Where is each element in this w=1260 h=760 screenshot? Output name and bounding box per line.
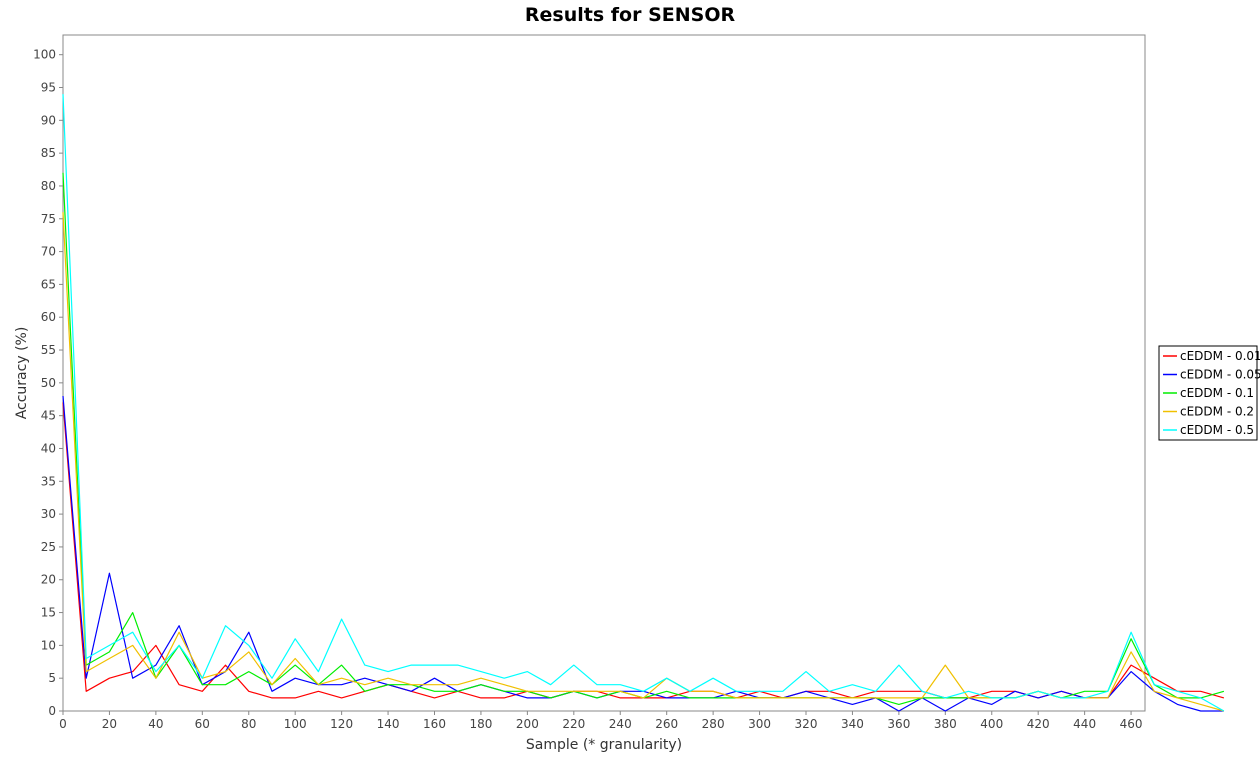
- legend-label: cEDDM - 0.01: [1180, 349, 1260, 363]
- legend-label: cEDDM - 0.1: [1180, 386, 1254, 400]
- x-tick-label: 120: [330, 717, 353, 731]
- chart-title: Results for SENSOR: [525, 4, 736, 26]
- x-tick-label: 320: [795, 717, 818, 731]
- plot-area: [62, 34, 1146, 712]
- legend: cEDDM - 0.01 cEDDM - 0.05 cEDDM - 0.1 cEDDM…: [1158, 345, 1260, 441]
- x-tick-label: 300: [748, 717, 771, 731]
- y-tick-label: 90: [41, 113, 56, 127]
- legend-label: cEDDM - 0.05: [1180, 368, 1260, 382]
- y-tick-label: 80: [41, 179, 56, 193]
- x-tick-label: 260: [655, 717, 678, 731]
- y-tick-label: 70: [41, 245, 56, 259]
- y-tick-label: 50: [41, 376, 56, 390]
- x-tick-label: 240: [609, 717, 632, 731]
- x-tick-label: 380: [934, 717, 957, 731]
- x-tick-label: 60: [195, 717, 210, 731]
- y-tick-label: 15: [41, 606, 56, 620]
- y-tick-label: 95: [41, 81, 56, 95]
- y-tick-label: 60: [41, 310, 56, 324]
- x-tick-label: 0: [59, 717, 67, 731]
- x-tick-label: 100: [284, 717, 307, 731]
- x-tick-label: 80: [241, 717, 256, 731]
- x-tick-label: 280: [702, 717, 725, 731]
- y-tick-label: 0: [48, 704, 56, 718]
- y-tick-label: 85: [41, 146, 56, 160]
- x-tick-label: 340: [841, 717, 864, 731]
- series-group: [62, 94, 1225, 712]
- y-tick-label: 75: [41, 212, 56, 226]
- y-tick-label: 35: [41, 474, 56, 488]
- y-tick-label: 65: [41, 277, 56, 291]
- x-tick-label: 140: [377, 717, 400, 731]
- legend-label: cEDDM - 0.2: [1180, 405, 1254, 419]
- x-tick-label: 180: [469, 717, 492, 731]
- x-tick-label: 200: [516, 717, 539, 731]
- y-tick-label: 30: [41, 507, 56, 521]
- series-line-4: [62, 94, 1225, 712]
- x-tick-label: 400: [980, 717, 1003, 731]
- legend-label: cEDDM - 0.5: [1180, 423, 1254, 437]
- y-tick-label: 40: [41, 441, 56, 455]
- y-tick-label: 55: [41, 343, 56, 357]
- x-axis: 0 20 40 60 80 100 120 140 160 180 200 220 240 260 280 3…: [59, 711, 1143, 731]
- y-tick-label: 10: [41, 638, 56, 652]
- x-tick-label: 20: [102, 717, 117, 731]
- y-tick-label: 100: [33, 48, 56, 62]
- y-tick-label: 5: [48, 671, 56, 685]
- y-axis: 0 5 10 15 20 25 30 35 40 45 50 55 60 65 70 75 80 85 90 95 10…: [33, 48, 63, 718]
- x-tick-label: 220: [562, 717, 585, 731]
- y-tick-label: 25: [41, 540, 56, 554]
- y-axis-label: Accuracy (%): [14, 327, 30, 420]
- x-tick-label: 160: [423, 717, 446, 731]
- x-tick-label: 40: [148, 717, 163, 731]
- x-tick-label: 460: [1120, 717, 1143, 731]
- x-tick-label: 360: [887, 717, 910, 731]
- x-tick-label: 420: [1027, 717, 1050, 731]
- x-tick-label: 440: [1073, 717, 1096, 731]
- y-tick-label: 45: [41, 409, 56, 423]
- y-tick-label: 20: [41, 573, 56, 587]
- x-axis-label: Sample (* granularity): [526, 737, 682, 753]
